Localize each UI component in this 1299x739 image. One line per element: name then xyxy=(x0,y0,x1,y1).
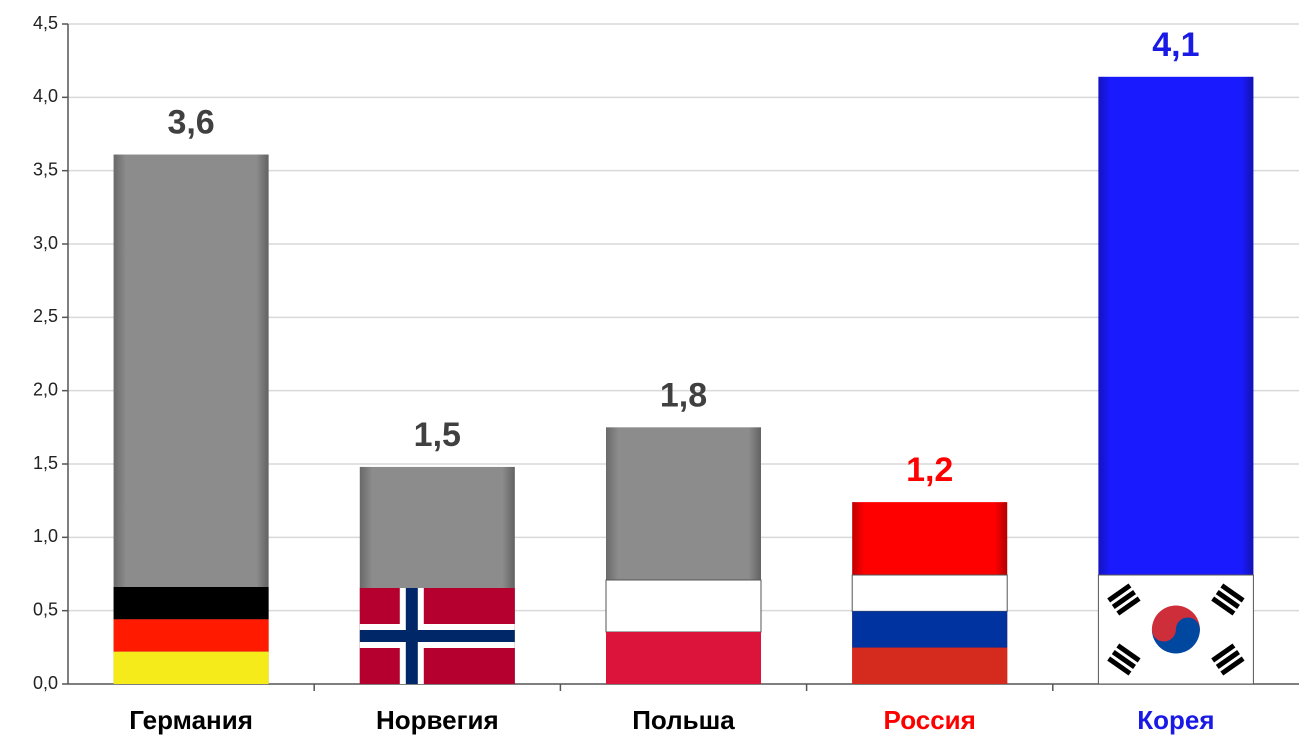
flag-trigram xyxy=(1211,643,1245,676)
x-tick-label: Корея xyxy=(1137,705,1214,735)
flag-bar xyxy=(1116,596,1141,616)
flag-stripe xyxy=(605,579,762,633)
flag-trigram xyxy=(1107,643,1141,676)
y-tick-label: 1,5 xyxy=(33,453,58,473)
flag-bar xyxy=(1111,649,1136,670)
flag xyxy=(359,588,515,684)
flag-bar xyxy=(1220,656,1245,676)
x-tick-label: Россия xyxy=(884,705,976,735)
flag-bar xyxy=(1211,643,1236,663)
flag-bar xyxy=(1107,656,1132,676)
y-tick-label: 4,0 xyxy=(33,86,58,106)
x-tick-label: Норвегия xyxy=(376,705,499,735)
flag-stripe xyxy=(606,632,761,684)
flag-bar xyxy=(1107,583,1132,603)
flag-cross xyxy=(405,588,418,684)
flag-stripe xyxy=(113,651,269,684)
value-label: 4,1 xyxy=(1152,26,1199,64)
y-tick-label: 0,0 xyxy=(33,673,58,693)
y-tick-label: 4,5 xyxy=(33,13,58,33)
x-tick-label: Польша xyxy=(632,705,735,735)
flag xyxy=(851,574,1008,684)
y-tick-label: 3,5 xyxy=(33,159,58,179)
y-tick-label: 2,0 xyxy=(33,379,58,399)
flag-bar xyxy=(1215,649,1240,670)
y-tick-label: 3,0 xyxy=(33,233,58,253)
flag-bar xyxy=(1116,643,1141,663)
y-tick-label: 0,5 xyxy=(33,599,58,619)
flag-bar xyxy=(1220,583,1245,603)
flag xyxy=(605,579,762,684)
value-label: 1,2 xyxy=(906,451,953,489)
value-label: 1,5 xyxy=(414,416,461,454)
flag-stripe xyxy=(851,574,1008,612)
flag-stripe xyxy=(852,611,1008,648)
y-tick-label: 2,5 xyxy=(33,306,58,326)
flag-trigram xyxy=(1107,583,1141,616)
flag-stripe xyxy=(113,619,269,652)
flag-bar xyxy=(1215,589,1240,610)
flag-bar xyxy=(1111,589,1136,610)
flag-cross xyxy=(359,630,515,642)
flag-yin xyxy=(1175,617,1200,642)
flag-stripe xyxy=(113,587,269,620)
flag-stripe xyxy=(852,647,1008,684)
value-label: 3,6 xyxy=(167,104,214,142)
x-tick-label: Германия xyxy=(129,705,253,735)
flag-trigram xyxy=(1211,583,1245,616)
flag xyxy=(1097,574,1254,685)
flag-yang xyxy=(1151,617,1176,642)
y-tick-label: 1,0 xyxy=(33,526,58,546)
flag xyxy=(113,587,269,684)
flag-bar xyxy=(1211,596,1236,616)
value-label: 1,8 xyxy=(660,376,707,414)
